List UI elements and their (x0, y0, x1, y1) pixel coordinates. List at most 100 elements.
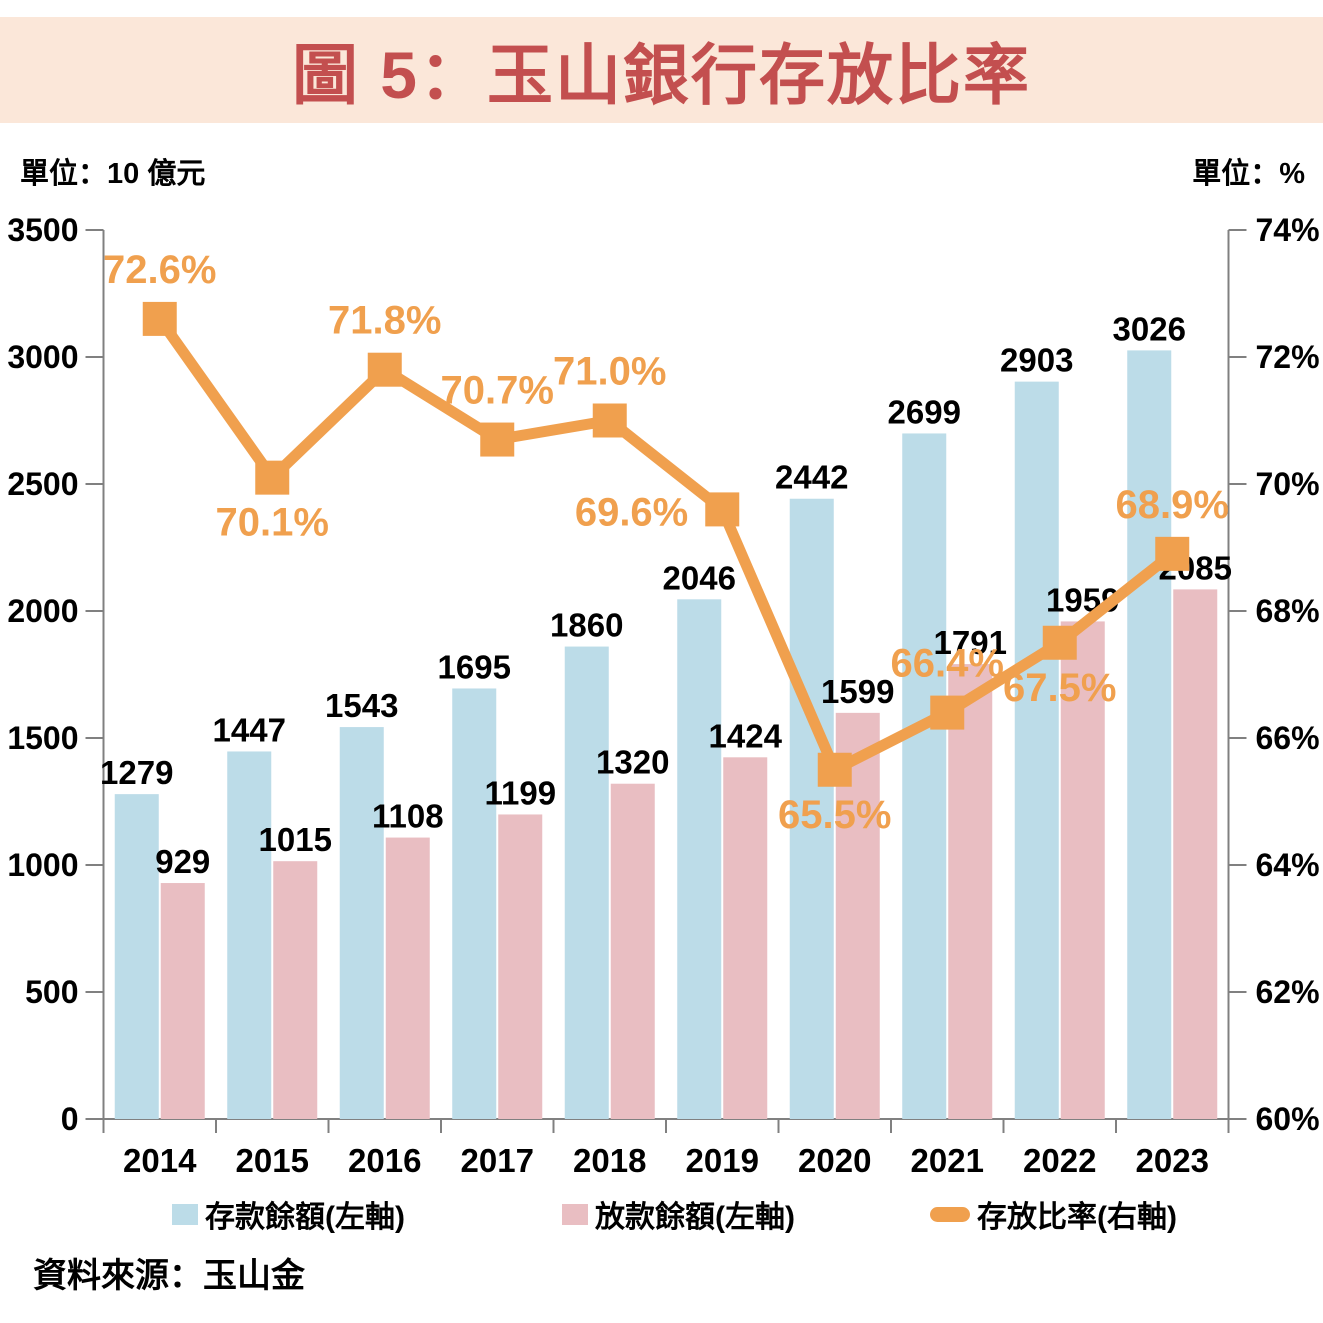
deposit-bar-label: 1279 (100, 754, 173, 791)
ratio-marker (480, 422, 515, 457)
ratio-marker (817, 752, 852, 787)
left-axis-tick-label: 2500 (7, 466, 78, 502)
source-note: 資料來源：玉山金 (33, 1257, 305, 1295)
loan-bar (948, 664, 993, 1119)
ratio-point-label: 70.1% (216, 501, 329, 545)
legend-label-loan: 放款餘額(左軸) (595, 1201, 795, 1234)
deposit-bar (339, 727, 384, 1119)
ratio-marker (255, 460, 290, 495)
deposit-bar-label: 2442 (775, 459, 848, 496)
ratio-point-label: 67.5% (1003, 666, 1116, 710)
ratio-marker (1155, 536, 1190, 571)
loan-bar (1173, 589, 1218, 1119)
ratio-point-label: 65.5% (778, 793, 891, 837)
loan-bar-label: 1599 (821, 673, 894, 710)
year-label: 2015 (236, 1142, 309, 1179)
deposit-bar-label: 2699 (888, 393, 961, 430)
year-label: 2014 (123, 1142, 197, 1179)
loan-bar-label: 1791 (934, 624, 1007, 661)
ratio-point-label: 71.8% (328, 299, 441, 343)
left-axis-tick-label: 0 (61, 1101, 79, 1137)
right-axis-tick-label: 70% (1256, 466, 1320, 502)
right-axis-tick-label: 72% (1256, 339, 1320, 375)
loan-swatch-icon (562, 1203, 588, 1225)
ratio-point-label: 70.7% (441, 369, 554, 413)
loan-bar (610, 783, 655, 1119)
legend-label-ratio: 存放比率(右軸) (977, 1201, 1177, 1234)
loan-bar-label: 1015 (259, 821, 332, 858)
loan-bar (723, 757, 768, 1119)
left-axis-unit-label: 單位：10 億元 (20, 158, 206, 190)
ratio-marker (592, 403, 627, 438)
right-axis-tick-label: 62% (1256, 974, 1320, 1010)
legend-item-deposit: 存款餘額(左軸) (172, 1196, 405, 1234)
deposit-bar (227, 751, 272, 1119)
loan-bar (385, 837, 430, 1119)
left-axis-tick-label: 1500 (7, 720, 78, 756)
ratio-line (155, 315, 1176, 776)
legend-label-deposit: 存款餘額(左軸) (205, 1201, 405, 1234)
right-axis-tick-label: 60% (1256, 1101, 1320, 1137)
deposit-bar (1127, 350, 1172, 1119)
loan-bar-label: 1108 (372, 798, 444, 835)
deposit-bar-label: 3026 (1113, 310, 1186, 347)
deposit-bar (564, 646, 609, 1119)
ratio-marker (930, 695, 965, 730)
legend-item-ratio: 存放比率(右軸) (930, 1196, 1177, 1234)
deposit-bar (677, 599, 722, 1119)
deposit-bar (1014, 381, 1059, 1119)
ratio-point-label: 69.6% (575, 490, 688, 534)
left-axis-tick-label: 2000 (7, 593, 78, 629)
ratio-marker (705, 492, 740, 527)
deposit-bar-label: 2046 (663, 559, 736, 596)
right-axis-tick-label: 64% (1256, 847, 1320, 883)
right-axis-tick-label: 66% (1256, 720, 1320, 756)
deposit-swatch-icon (172, 1203, 198, 1225)
loan-bar-label: 1199 (484, 774, 556, 811)
ratio-marker (142, 301, 177, 336)
year-label: 2022 (1023, 1142, 1096, 1179)
ratio-marker (1042, 625, 1077, 660)
deposit-bar-label: 1860 (550, 607, 623, 644)
loan-bar-label: 1320 (596, 744, 669, 781)
left-axis-tick-label: 1000 (7, 847, 78, 883)
loan-bar (273, 861, 318, 1119)
loan-bar (1060, 621, 1105, 1119)
ratio-line-swatch-icon (930, 1206, 970, 1222)
loan-bar (160, 883, 205, 1119)
title-banner: 圖 5：玉山銀行存放比率 (0, 17, 1323, 123)
year-label: 2023 (1136, 1142, 1209, 1179)
year-label: 2020 (798, 1142, 871, 1179)
loan-bar (498, 814, 543, 1119)
right-axis-tick-label: 68% (1256, 593, 1320, 629)
deposit-bar-label: 1447 (213, 711, 286, 748)
year-label: 2019 (686, 1142, 759, 1179)
legend-item-loan: 放款餘額(左軸) (562, 1196, 795, 1234)
loan-bar-label: 929 (155, 843, 210, 880)
ratio-point-label: 66.4% (891, 642, 1004, 686)
ratio-marker (367, 352, 402, 387)
chart-title: 圖 5：玉山銀行存放比率 (291, 38, 1032, 112)
deposit-bar-label: 2903 (1000, 342, 1073, 379)
deposit-bar-label: 1543 (325, 687, 398, 724)
loan-bar-label: 1424 (709, 717, 783, 754)
left-axis-tick-label: 3500 (7, 212, 78, 248)
deposit-bar-label: 1695 (438, 648, 511, 685)
deposit-bar (114, 794, 159, 1119)
right-axis-tick-label: 74% (1256, 212, 1320, 248)
year-label: 2017 (461, 1142, 534, 1179)
right-axis-unit-label: 單位：% (1192, 158, 1305, 190)
year-label: 2018 (573, 1142, 646, 1179)
left-axis-tick-label: 500 (25, 974, 78, 1010)
deposit-bar (452, 688, 497, 1119)
ratio-point-label: 71.0% (553, 350, 666, 394)
ratio-point-label: 68.9% (1116, 483, 1229, 527)
year-label: 2016 (348, 1142, 421, 1179)
ratio-point-label: 72.6% (103, 248, 216, 292)
deposit-bar (902, 433, 947, 1120)
left-axis-tick-label: 3000 (7, 339, 78, 375)
year-label: 2021 (911, 1142, 984, 1179)
deposit-bar (789, 498, 834, 1119)
